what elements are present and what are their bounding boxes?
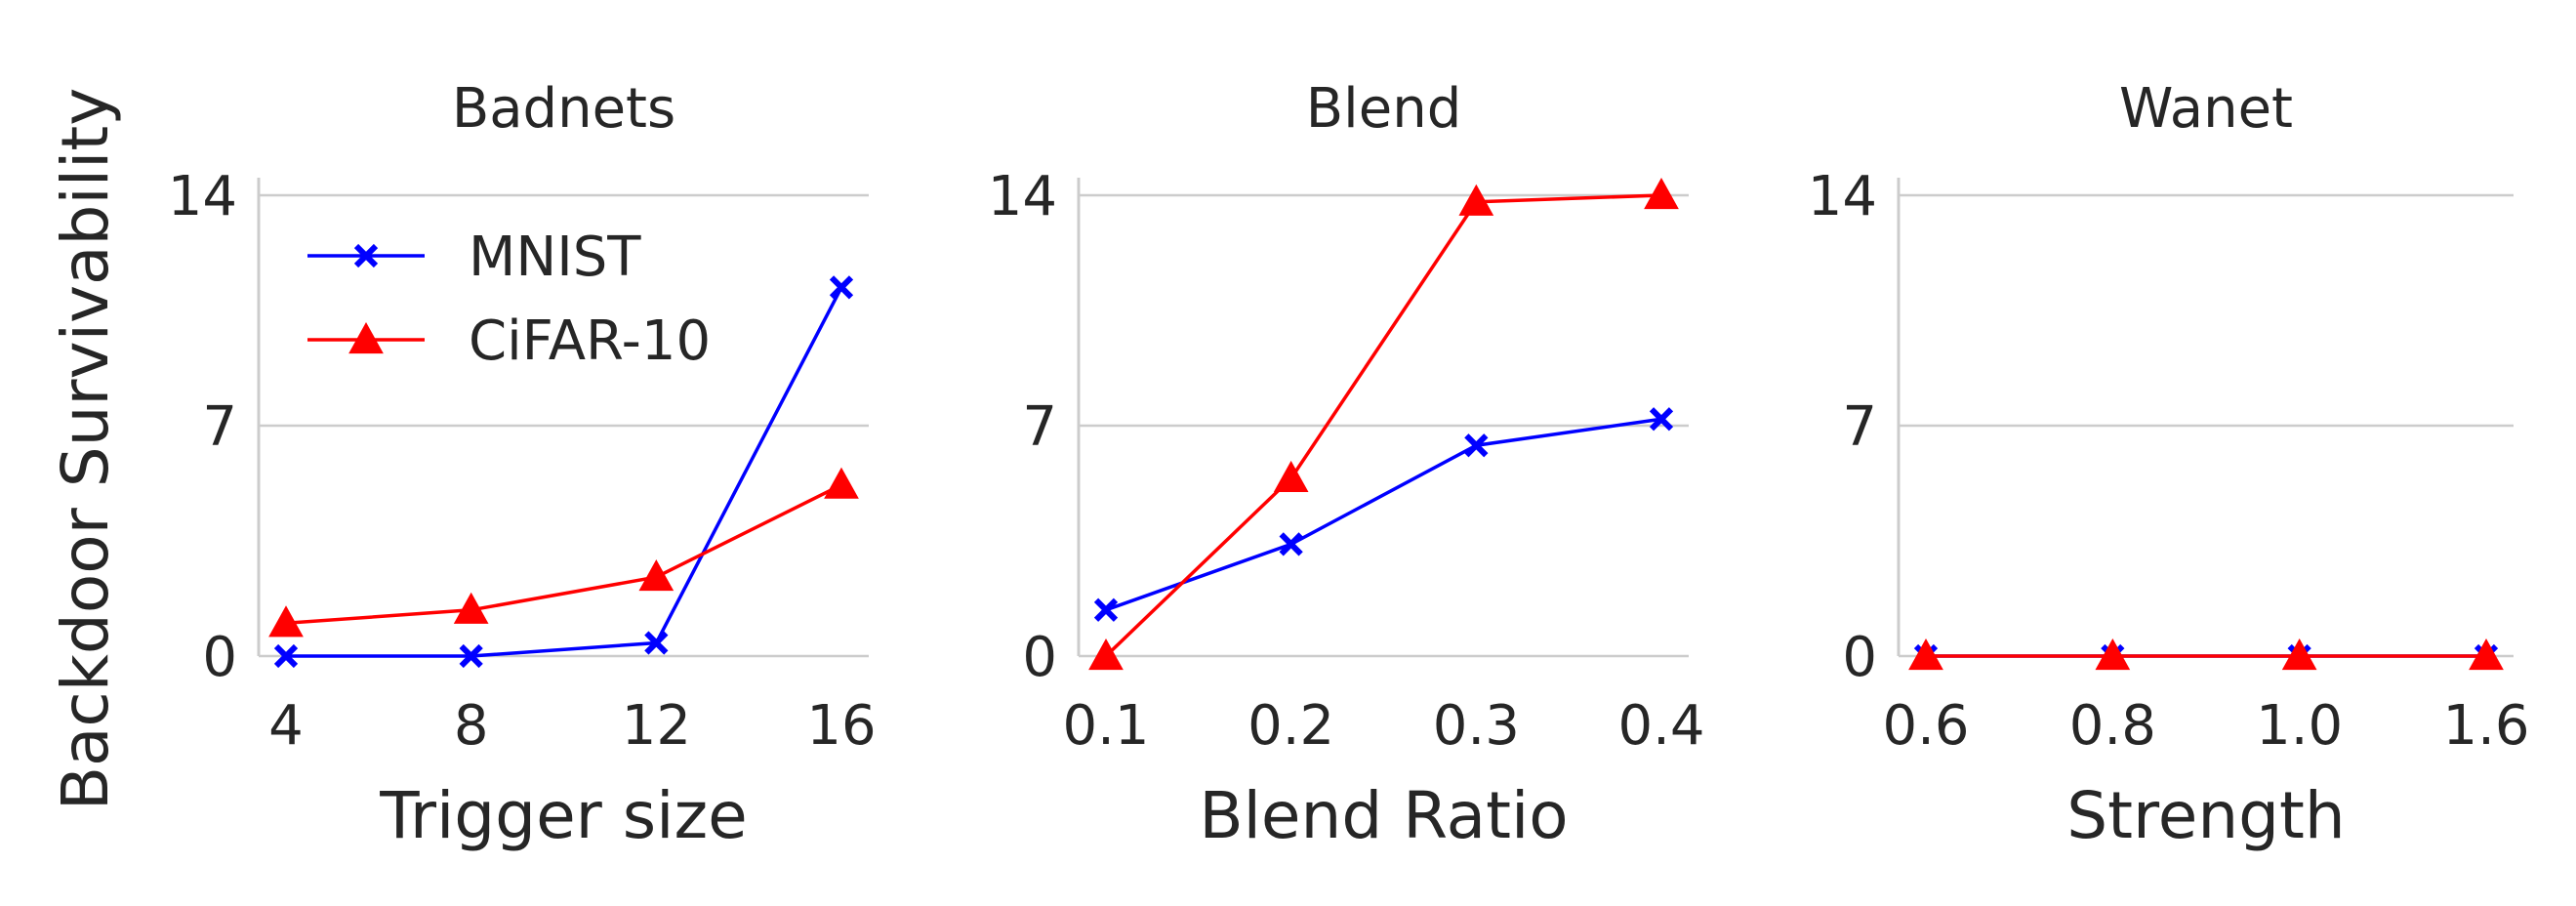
data-point-triangle-marker bbox=[2095, 638, 2131, 671]
legend-label: MNIST bbox=[469, 226, 641, 289]
data-point-triangle-marker bbox=[268, 605, 304, 638]
data-point-x-marker bbox=[644, 631, 669, 655]
panel-title: Badnets bbox=[452, 77, 675, 141]
data-point-x-marker bbox=[1649, 407, 1674, 432]
panel-title: Wanet bbox=[2119, 77, 2293, 141]
legend-label: CiFAR-10 bbox=[469, 309, 711, 373]
x-tick-label: 1.6 bbox=[2442, 694, 2529, 758]
x-axis-label: Strength bbox=[2066, 778, 2346, 853]
data-point-triangle-marker bbox=[2469, 638, 2504, 671]
x-axis-label: Blend Ratio bbox=[1199, 778, 1568, 853]
series-cifar-10 bbox=[1088, 177, 1679, 671]
data-point-x-marker bbox=[459, 643, 483, 669]
series-cifar-10 bbox=[268, 467, 859, 638]
series-line bbox=[1105, 417, 1662, 612]
x-tick-label: 12 bbox=[622, 694, 691, 758]
y-tick-label: 0 bbox=[202, 626, 237, 689]
x-tick-label: 0.6 bbox=[1882, 694, 1969, 758]
series-line bbox=[285, 483, 842, 626]
data-point-triangle-marker bbox=[453, 592, 489, 624]
panel-wanet: 0 7 14 0.6 0.8 1.0 1.6 Wanet Strength bbox=[1808, 77, 2530, 853]
series-mnist bbox=[273, 275, 854, 669]
y-tick-label: 14 bbox=[988, 165, 1057, 228]
data-point-triangle-marker bbox=[824, 467, 859, 499]
x-tick-label: 0.8 bbox=[2069, 694, 2156, 758]
x-axis-label: Trigger size bbox=[379, 778, 748, 853]
data-point-x-marker bbox=[829, 275, 854, 300]
y-tick-label: 7 bbox=[1022, 395, 1057, 459]
panel-title: Blend bbox=[1306, 77, 1461, 141]
data-point-x-marker bbox=[1464, 433, 1489, 458]
data-point-x-marker bbox=[1279, 532, 1303, 556]
data-point-triangle-marker bbox=[1088, 638, 1124, 671]
x-tick-label: 0.1 bbox=[1062, 694, 1149, 758]
data-point-triangle-marker bbox=[2281, 638, 2317, 671]
panel-badnets: 0 7 14 4 8 12 16 Badnets Trigger size bbox=[168, 77, 877, 853]
data-point-triangle-marker bbox=[1273, 460, 1309, 493]
series-mnist bbox=[1093, 407, 1674, 622]
data-point-triangle-marker bbox=[1644, 177, 1679, 210]
y-tick-label: 14 bbox=[168, 165, 237, 228]
x-tick-label: 0.4 bbox=[1617, 694, 1704, 758]
legend-triangle-marker bbox=[348, 321, 384, 354]
x-tick-label: 16 bbox=[806, 694, 876, 758]
data-point-triangle-marker bbox=[638, 559, 675, 592]
x-tick-label: 1.0 bbox=[2256, 694, 2343, 758]
legend-x-marker bbox=[353, 243, 379, 268]
x-tick-label: 4 bbox=[268, 694, 304, 758]
x-tick-label: 0.2 bbox=[1247, 694, 1334, 758]
x-tick-label: 8 bbox=[454, 694, 489, 758]
series-line bbox=[1104, 193, 1662, 658]
y-tick-label: 7 bbox=[1842, 395, 1877, 459]
legend: MNIST CiFAR-10 bbox=[307, 226, 711, 373]
y-tick-label: 14 bbox=[1808, 165, 1877, 228]
series-cifar-10 bbox=[1908, 638, 2504, 671]
data-point-x-marker bbox=[1093, 597, 1119, 622]
legend-item: MNIST bbox=[307, 226, 641, 289]
y-tick-label: 0 bbox=[1842, 626, 1877, 689]
panel-blend: 0 7 14 0.1 0.2 0.3 0.4 Blend Blend Ratio bbox=[988, 77, 1705, 853]
y-tick-label: 7 bbox=[202, 395, 237, 459]
series-line bbox=[286, 286, 843, 658]
legend-item: CiFAR-10 bbox=[307, 309, 711, 373]
y-axis-label: Backdoor Survivability bbox=[48, 88, 123, 811]
data-point-x-marker bbox=[273, 643, 299, 669]
data-point-triangle-marker bbox=[1458, 184, 1494, 216]
x-tick-label: 0.3 bbox=[1433, 694, 1520, 758]
y-tick-label: 0 bbox=[1022, 626, 1057, 689]
data-point-triangle-marker bbox=[1908, 638, 1943, 671]
